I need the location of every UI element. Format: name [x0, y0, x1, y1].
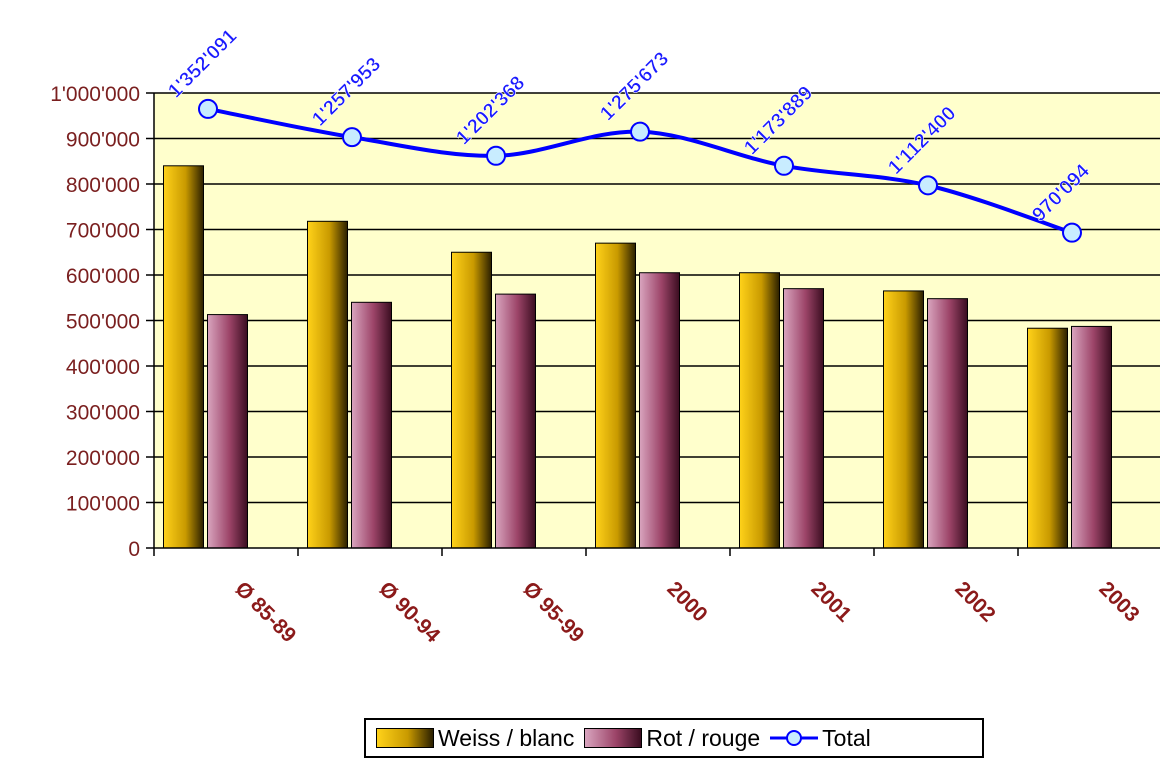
- y-tick-label: 300'000: [66, 402, 140, 425]
- bar-red: [927, 298, 968, 549]
- y-tick-label: 0: [128, 538, 140, 561]
- x-tick-label: 2003: [1094, 577, 1143, 626]
- bar-red: [207, 314, 248, 549]
- y-tick-label: 1'000'000: [50, 83, 140, 106]
- bar-white: [739, 272, 780, 549]
- x-axis: Ø 85-89 Ø 90-94 Ø 95-99 2000 2001 2002 2003: [153, 547, 1160, 647]
- bar-red: [639, 272, 680, 549]
- bar-red: [783, 288, 824, 549]
- y-tick-label: 600'000: [66, 265, 140, 288]
- bar-white: [451, 251, 492, 549]
- legend-item-total: Total: [770, 725, 871, 752]
- total-marker: [630, 121, 650, 142]
- total-marker: [342, 127, 362, 148]
- x-tick-label: 2000: [662, 577, 711, 626]
- y-tick-label: 900'000: [66, 129, 140, 152]
- total-marker: [198, 98, 218, 119]
- x-tick-label: 2001: [806, 577, 856, 627]
- bar-red: [495, 293, 536, 549]
- bar-white: [1027, 327, 1068, 549]
- total-marker: [486, 145, 506, 166]
- y-axis: 0 100'000 200'000 300'000 400'000 500'000 600'…: [50, 83, 155, 561]
- total-marker: [1062, 222, 1082, 243]
- x-tick-label: Ø 90-94: [374, 577, 444, 647]
- bar-white: [883, 290, 924, 549]
- y-tick-label: 400'000: [66, 356, 140, 379]
- total-marker: [918, 175, 938, 196]
- legend-item-red: Rot / rouge: [584, 725, 760, 752]
- legend-label-white: Weiss / blanc: [438, 724, 575, 751]
- bar-white: [307, 220, 348, 549]
- bar-red: [351, 301, 392, 549]
- y-tick-label: 100'000: [66, 493, 140, 516]
- legend-line-total: [770, 730, 819, 746]
- legend: Weiss / blanc Rot / rouge Total: [364, 718, 984, 758]
- x-tick-label: 2002: [950, 577, 999, 626]
- y-tick-label: 200'000: [66, 447, 140, 470]
- bars: [163, 165, 1112, 549]
- legend-swatch-white: [376, 728, 434, 748]
- y-tick-label: 700'000: [66, 220, 140, 243]
- x-tick-label: Ø 85-89: [230, 577, 300, 647]
- y-tick-label: 500'000: [66, 311, 140, 334]
- legend-label-red: Rot / rouge: [646, 724, 761, 751]
- legend-label-total: Total: [822, 724, 871, 751]
- y-tick-label: 800'000: [66, 174, 140, 197]
- total-data-label: 1'352'091: [164, 25, 241, 102]
- legend-item-white: Weiss / blanc: [376, 725, 574, 752]
- bar-white: [595, 242, 636, 549]
- x-tick-label: Ø 95-99: [518, 577, 588, 647]
- total-marker: [774, 155, 794, 176]
- legend-swatch-red: [584, 728, 643, 748]
- chart: 0 100'000 200'000 300'000 400'000 500'000 600'…: [50, 25, 1160, 647]
- bar-red: [1071, 325, 1112, 549]
- bar-white: [163, 165, 204, 549]
